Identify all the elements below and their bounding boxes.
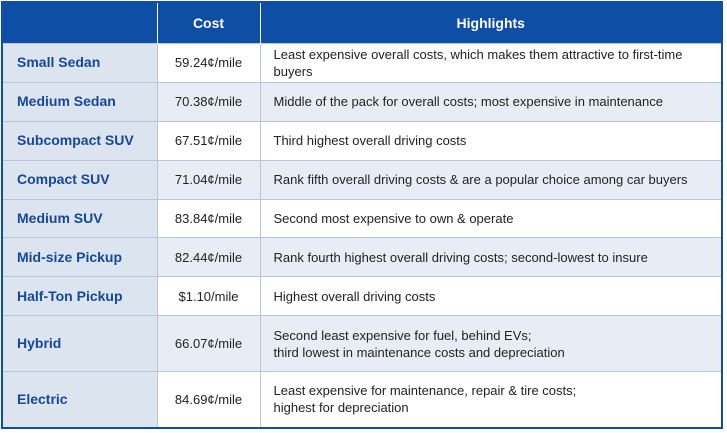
highlights-cell: Second most expensive to own & operate [259, 198, 721, 238]
cost-cell: 84.69¢/mile [156, 370, 260, 427]
highlights-cell: Highest overall driving costs [259, 276, 721, 316]
highlight-line: Rank fifth overall driving costs & are a… [273, 172, 688, 188]
table-row: Electric 84.69¢/mile Least expensive for m… [3, 370, 721, 427]
vehicle-type-cell: Medium SUV [3, 198, 157, 238]
table-row: Medium Sedan 70.38¢/mile Middle of the pac… [3, 81, 721, 122]
vehicle-type-cell: Half-Ton Pickup [3, 276, 157, 316]
table-row: Hybrid 66.07¢/mile Second least expensive … [3, 315, 721, 372]
highlights-cell: Middle of the pack for overall costs; mo… [259, 81, 721, 122]
header-cost: Cost [156, 3, 260, 44]
highlights-cell: Rank fourth highest overall driving cost… [259, 237, 721, 277]
highlights-cell: Rank fifth overall driving costs & are a… [259, 159, 721, 200]
cost-cell: 82.44¢/mile [156, 237, 260, 277]
table-row: Half-Ton Pickup $1.10/mile Highest overall… [3, 276, 721, 316]
highlight-line: Highest overall driving costs [273, 288, 436, 304]
cost-cell: 71.04¢/mile [156, 159, 260, 200]
vehicle-type-cell: Hybrid [3, 315, 157, 372]
highlights-cell: Second least expensive for fuel, behind … [259, 315, 721, 372]
table-row: Subcompact SUV 67.51¢/mile Third highest o… [3, 120, 721, 161]
table-body: Small Sedan 59.24¢/mile Least expensive ov… [3, 43, 721, 427]
highlight-line: Second least expensive for fuel, behind … [273, 327, 532, 343]
table-row: Small Sedan 59.24¢/mile Least expensive ov… [3, 43, 721, 83]
highlights-cell: Least expensive for maintenance, repair … [259, 370, 721, 427]
highlight-line: Second most expensive to own & operate [273, 211, 514, 226]
cost-cell: 67.51¢/mile [156, 120, 260, 161]
vehicle-type-cell: Mid-size Pickup [3, 237, 157, 277]
table-header-row: Cost Highlights [3, 3, 721, 44]
highlights-cell: Third highest overall driving costs [259, 120, 721, 161]
vehicle-type-cell: Small Sedan [3, 43, 157, 83]
table-row: Mid-size Pickup 82.44¢/mile Rank fourth hi… [3, 237, 721, 277]
header-vehicle [3, 3, 157, 44]
cost-cell: 59.24¢/mile [156, 43, 260, 83]
highlight-line: highest for depreciation [273, 400, 409, 416]
vehicle-type-cell: Compact SUV [3, 159, 157, 200]
highlights-cell: Least expensive overall costs, which mak… [259, 43, 721, 83]
highlight-line: Third highest overall driving costs [273, 133, 467, 149]
vehicle-type-cell: Subcompact SUV [3, 120, 157, 161]
highlight-line: Least expensive for maintenance, repair … [273, 383, 577, 399]
vehicle-type-cell: Electric [3, 370, 157, 427]
table-row: Medium SUV 83.84¢/mile Second most expensi… [3, 198, 721, 238]
vehicle-cost-table: Cost Highlights Small Sedan 59.24¢/mile Le… [3, 3, 721, 427]
cost-cell: 70.38¢/mile [156, 81, 260, 122]
header-highlights: Highlights [259, 3, 721, 44]
table-row: Compact SUV 71.04¢/mile Rank fifth overall… [3, 159, 721, 200]
highlight-line: third lowest in maintenance costs and de… [273, 344, 565, 360]
highlight-line: Least expensive overall costs, which mak… [273, 46, 683, 79]
cost-cell: $1.10/mile [156, 276, 260, 316]
highlight-line: Rank fourth highest overall driving cost… [273, 249, 648, 265]
cost-cell: 66.07¢/mile [156, 315, 260, 372]
cost-cell: 83.84¢/mile [156, 198, 260, 238]
vehicle-type-cell: Medium Sedan [3, 81, 157, 122]
highlight-line: Middle of the pack for overall costs; mo… [273, 94, 663, 110]
